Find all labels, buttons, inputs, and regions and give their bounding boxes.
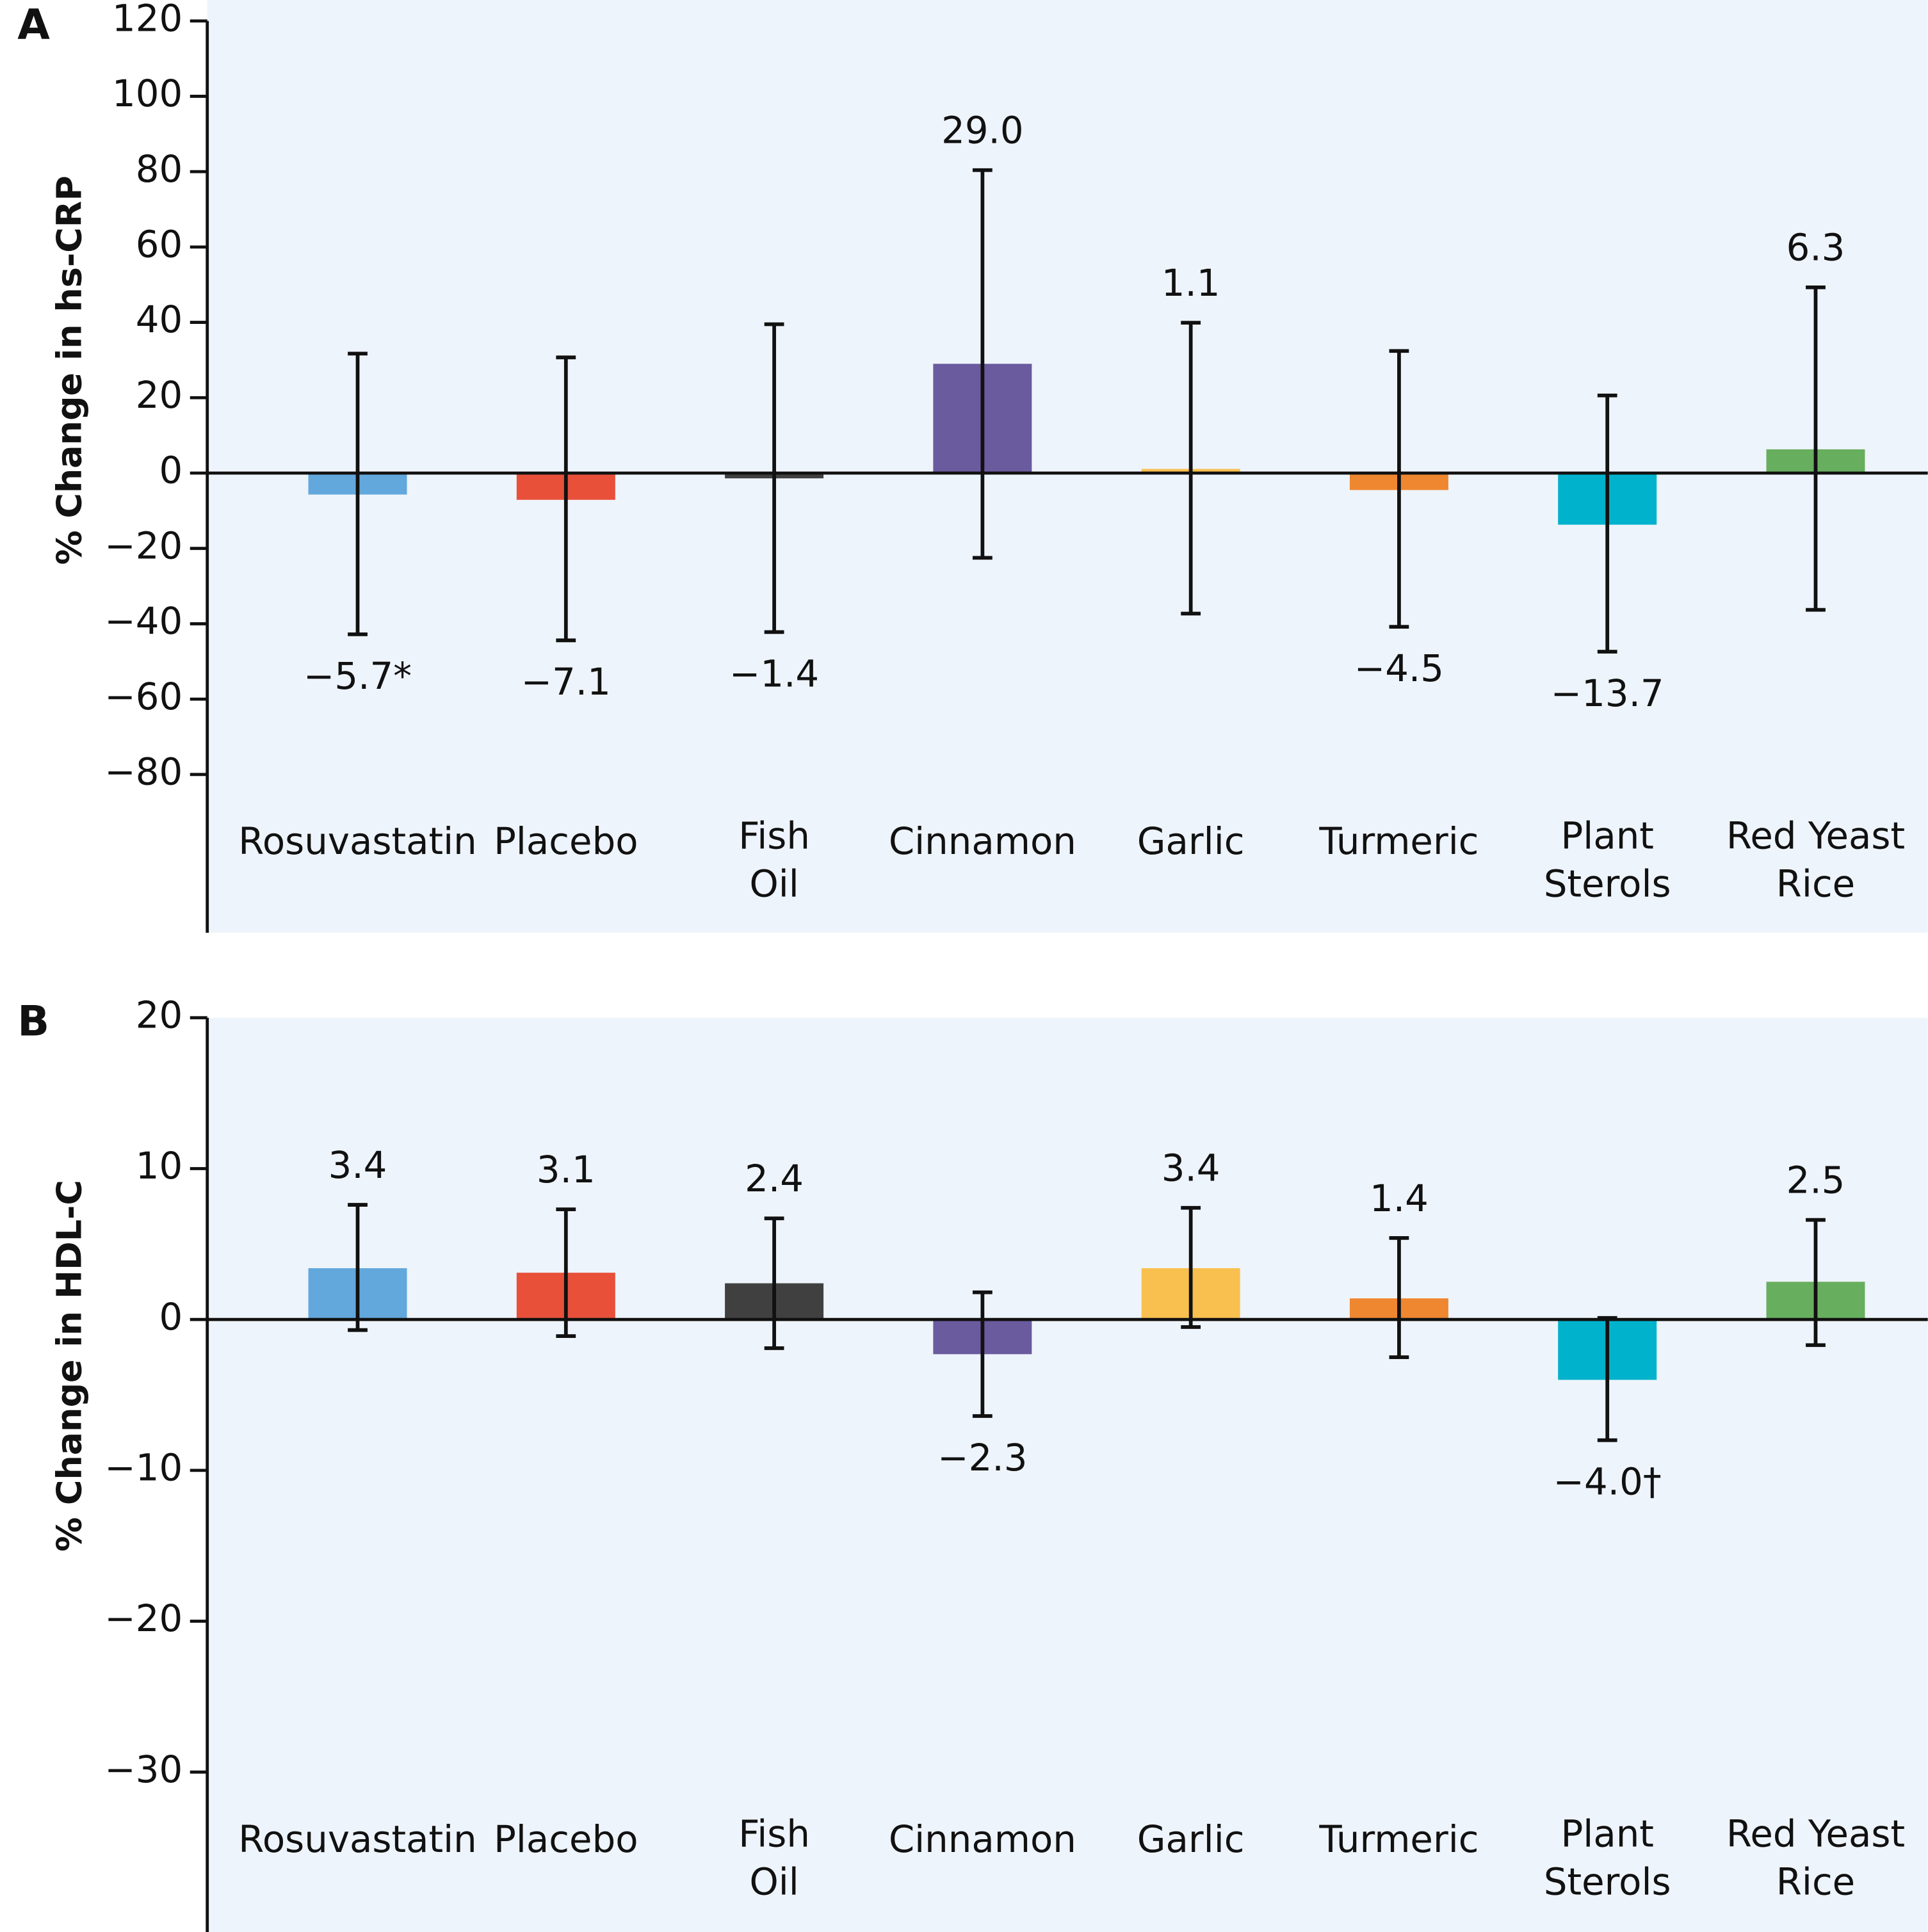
x-tick-label: Rice [1776, 862, 1855, 905]
value-label: −2.3 [937, 1436, 1027, 1479]
y-tick-label: 80 [136, 147, 182, 191]
panel-label: B [17, 997, 49, 1046]
value-label: −7.1 [521, 660, 611, 704]
x-tick-label: Cinnamon [889, 1817, 1076, 1861]
y-tick-label: −80 [104, 750, 182, 793]
value-label: 1.4 [1370, 1177, 1429, 1220]
x-tick-label: Placebo [494, 819, 638, 863]
x-tick-label: Oil [749, 862, 799, 905]
value-label: 3.4 [328, 1143, 387, 1187]
error-bar [764, 322, 784, 634]
error-bar [764, 1216, 784, 1350]
error-bar [348, 351, 368, 636]
error-bar [1806, 1218, 1826, 1348]
value-label: 3.1 [537, 1148, 595, 1191]
panel-label: A [17, 0, 50, 49]
panel-b-background [207, 1017, 1928, 1932]
x-tick-label: Red Yeast [1726, 1812, 1905, 1855]
value-label: 2.4 [745, 1157, 804, 1200]
x-tick-label: Rice [1776, 1860, 1855, 1904]
value-label: 3.4 [1162, 1147, 1220, 1190]
x-tick-label: Red Yeast [1726, 814, 1905, 857]
error-bar [556, 1207, 576, 1338]
y-tick-label: −60 [104, 675, 182, 718]
value-label: −4.5 [1354, 647, 1444, 690]
y-tick-label: 100 [112, 72, 182, 115]
x-tick-label: Fish [738, 814, 810, 857]
value-label: −4.0† [1553, 1460, 1662, 1504]
y-tick-label: −30 [104, 1748, 182, 1791]
y-tick-label: 20 [136, 373, 182, 417]
error-bar [1389, 1236, 1409, 1359]
error-bar [1806, 285, 1826, 612]
error-bar [972, 1290, 992, 1418]
y-tick-label: 10 [136, 1144, 182, 1187]
error-bar [1597, 1316, 1617, 1442]
y-axis-label: % Change in hs-CRP [49, 175, 90, 565]
x-tick-label: Placebo [494, 1817, 638, 1861]
error-bar [348, 1203, 368, 1332]
x-tick-label: Garlic [1137, 819, 1245, 863]
y-tick-label: 40 [136, 298, 182, 341]
x-tick-label: Garlic [1137, 1817, 1245, 1861]
y-tick-label: −20 [104, 1597, 182, 1640]
value-label: 1.1 [1162, 261, 1220, 305]
x-tick-label: Plant [1560, 814, 1653, 857]
y-tick-label: 0 [159, 1295, 182, 1339]
y-tick-label: 20 [136, 993, 182, 1036]
y-tick-label: −40 [104, 599, 182, 643]
x-tick-label: Cinnamon [889, 819, 1076, 863]
error-bar [1389, 349, 1409, 629]
x-tick-label: Sterols [1544, 862, 1671, 905]
y-tick-label: −10 [104, 1445, 182, 1489]
error-bar [972, 168, 992, 560]
x-tick-label: Oil [749, 1860, 799, 1904]
panel-a-background [207, 0, 1928, 933]
error-bar [1597, 393, 1617, 654]
x-tick-label: Rosuvastatin [238, 1817, 476, 1861]
value-label: 2.5 [1786, 1159, 1845, 1202]
value-label: 6.3 [1786, 226, 1845, 270]
value-label: −1.4 [729, 652, 819, 695]
value-label: −5.7* [304, 654, 412, 698]
x-tick-label: Fish [738, 1812, 810, 1855]
error-bar [1181, 1205, 1201, 1329]
x-tick-label: Rosuvastatin [238, 819, 476, 863]
value-label: 29.0 [941, 109, 1024, 152]
y-axis-label: % Change in HDL-C [49, 1180, 90, 1552]
x-tick-label: Turmeric [1318, 819, 1478, 863]
error-bar [556, 355, 576, 643]
value-label: −13.7 [1551, 672, 1664, 715]
y-tick-label: 60 [136, 222, 182, 266]
y-tick-label: 120 [112, 0, 182, 40]
y-tick-label: −20 [104, 524, 182, 567]
x-tick-label: Sterols [1544, 1860, 1671, 1904]
x-tick-label: Turmeric [1318, 1817, 1478, 1861]
error-bar [1181, 321, 1201, 616]
x-tick-label: Plant [1560, 1812, 1653, 1855]
y-tick-label: 0 [159, 449, 182, 492]
